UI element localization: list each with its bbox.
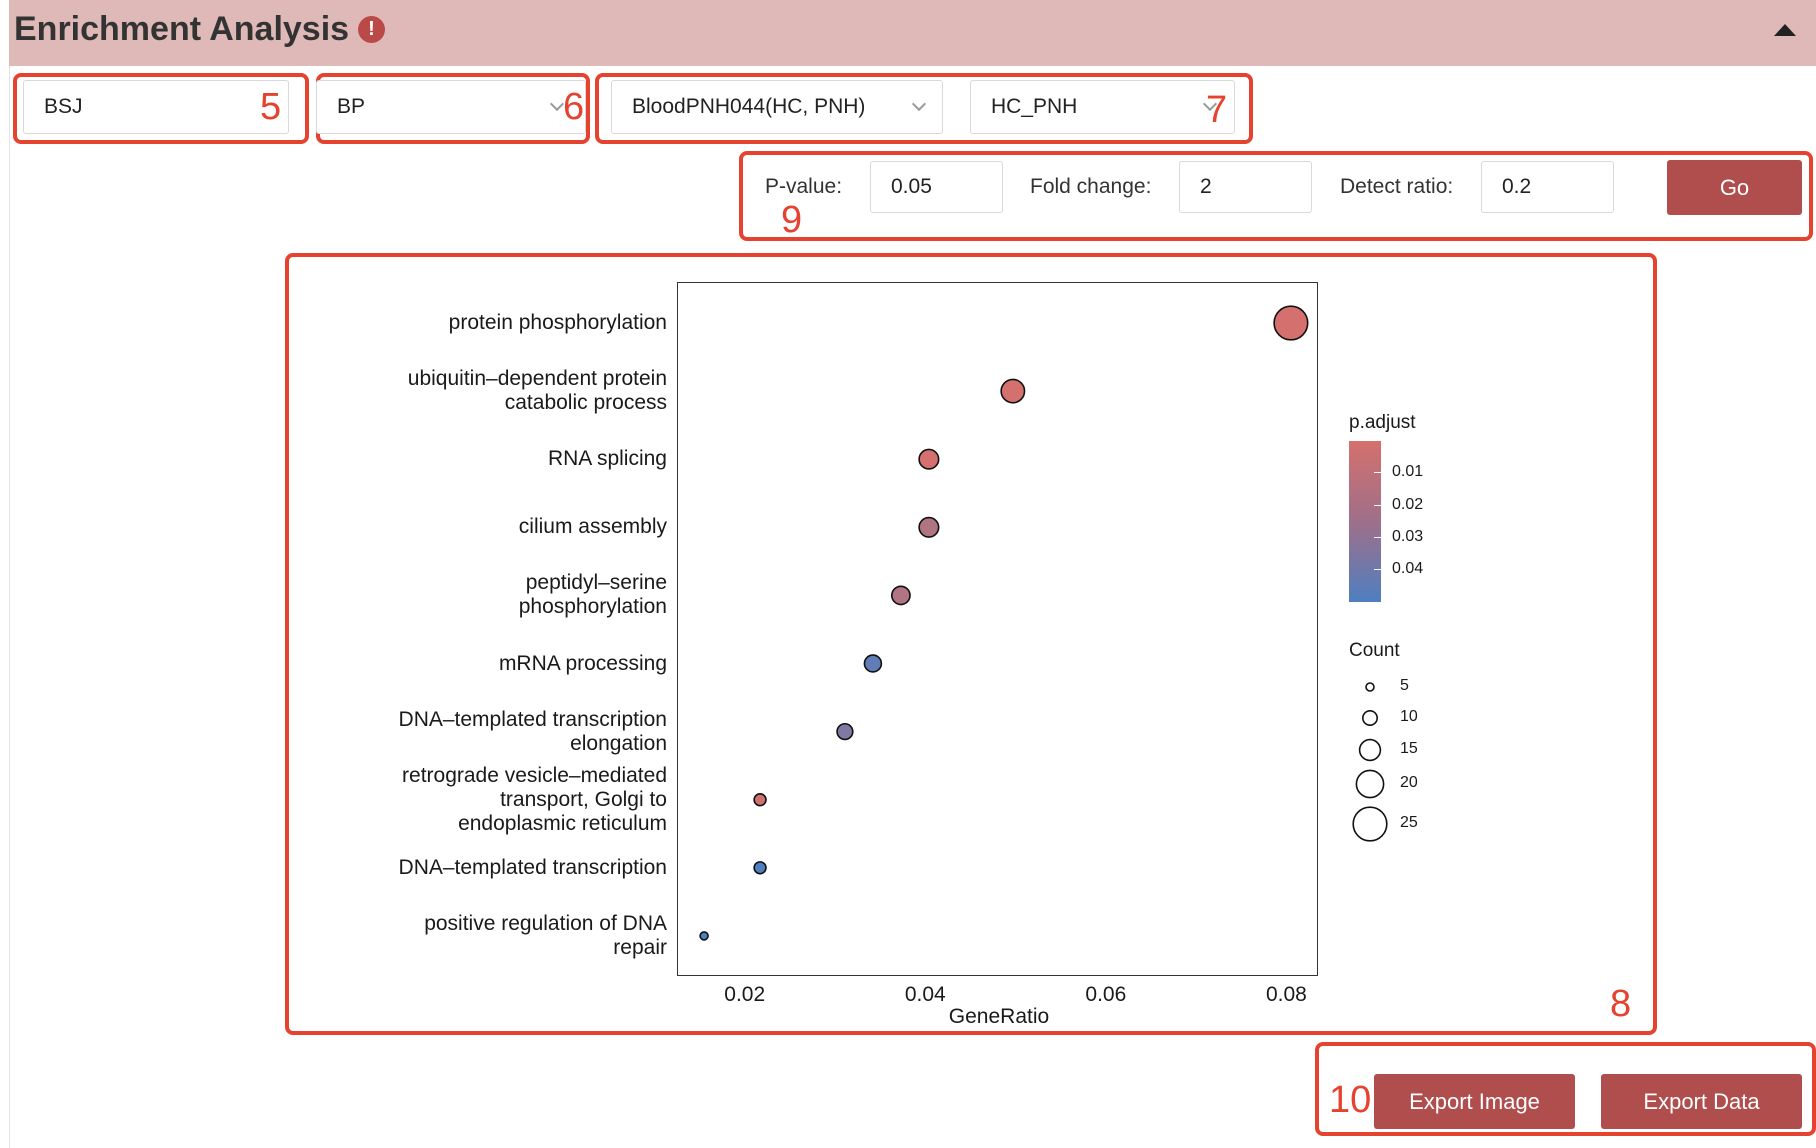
data-point [1000,378,1026,404]
category-label: mRNA processing [498,651,667,675]
data-point [1273,305,1309,341]
annotation-marker-9: 9 [781,199,803,241]
size-legend-circle [1362,709,1378,726]
data-point [753,861,767,875]
fold-change-input[interactable]: 2 [1179,161,1312,213]
size-legend-circle [1358,738,1382,762]
color-scale-tick-mark [1374,505,1381,506]
export-data-button[interactable]: Export Data [1601,1074,1802,1129]
legend-color-title: p.adjust [1349,412,1416,433]
fold-change-label: Fold change: [1030,175,1152,198]
category-label: DNA–templated transcription elongation [398,707,667,755]
size-legend-circle [1365,682,1375,692]
category-label: positive regulation of DNA repair [424,911,667,959]
size-legend-circle [1352,806,1388,842]
data-point [890,585,911,606]
dot-plot-svg [699,305,1309,941]
annotation-box-7 [595,73,1253,144]
panel-header[interactable] [9,0,1816,66]
detect-ratio-input[interactable]: 0.2 [1481,161,1614,213]
x-tick-label: 0.06 [1085,983,1127,1006]
category-label: protein phosphorylation [448,311,667,334]
data-point [836,722,854,741]
comparison-select[interactable]: HC_PNH [970,80,1235,134]
color-scale-bar [1349,441,1381,602]
annotation-box-9 [739,151,1813,241]
legend-size-title: Count [1349,640,1400,661]
size-legend-label: 5 [1400,677,1409,694]
x-tick-label: 0.08 [1265,983,1307,1006]
type-select[interactable]: BSJ [23,80,289,134]
go-button[interactable]: Go [1667,160,1802,215]
size-legend-label: 15 [1400,740,1418,757]
annotation-marker-7: 7 [1206,89,1228,131]
size-legend-label: 20 [1400,774,1418,791]
annotation-marker-6: 6 [563,86,585,128]
detect-ratio-label: Detect ratio: [1340,175,1454,198]
color-scale-tick-label: 0.03 [1392,528,1424,545]
panel-border [9,66,10,1148]
ontology-select[interactable]: BP [316,80,586,134]
category-label: retrograde vesicle–mediated transport, Go… [402,763,667,835]
data-point [918,516,940,538]
data-point [918,448,940,470]
pvalue-input[interactable]: 0.05 [870,161,1003,213]
dataset-select[interactable]: BloodPNH044(HC, PNH) [611,80,943,134]
color-scale-tick-mark [1374,472,1381,473]
collapse-triangle-icon[interactable] [1774,24,1796,36]
annotation-box-5 [13,73,309,144]
category-label: ubiquitin–dependent protein catabolic pro… [407,367,667,415]
category-label: RNA splicing [547,447,667,471]
pvalue-label: P-value: [765,175,843,198]
data-point [699,931,709,941]
category-label: peptidyl–serine phosphorylation [518,571,667,619]
x-tick-label: 0.02 [724,983,766,1006]
size-legend-circle [1355,769,1385,799]
export-image-button[interactable]: Export Image [1374,1074,1575,1129]
annotation-marker-8: 8 [1610,983,1632,1025]
annotation-box-8 [285,253,1657,1035]
size-legend-label: 25 [1400,814,1418,831]
category-label: cilium assembly [518,515,667,539]
color-scale-tick-label: 0.01 [1392,463,1424,480]
x-axis-label: GeneRatio [948,1005,1050,1028]
annotation-box-10 [1315,1042,1816,1136]
size-legend-svg [1352,682,1388,842]
color-scale-tick-label: 0.04 [1392,560,1424,577]
exclamation-circle-icon[interactable]: ! [358,16,385,43]
page-title: Enrichment Analysis [14,10,350,48]
plot-area [677,282,1318,976]
data-point [863,654,883,673]
color-scale-tick-label: 0.02 [1392,496,1424,513]
size-legend-label: 10 [1400,708,1418,725]
color-scale-tick-mark [1374,569,1381,570]
annotation-marker-10: 10 [1329,1079,1372,1121]
annotation-marker-5: 5 [260,86,282,128]
category-label: DNA–templated transcription [398,855,667,879]
color-scale-tick-mark [1374,537,1381,538]
x-tick-label: 0.04 [904,983,946,1006]
data-point [753,792,767,807]
